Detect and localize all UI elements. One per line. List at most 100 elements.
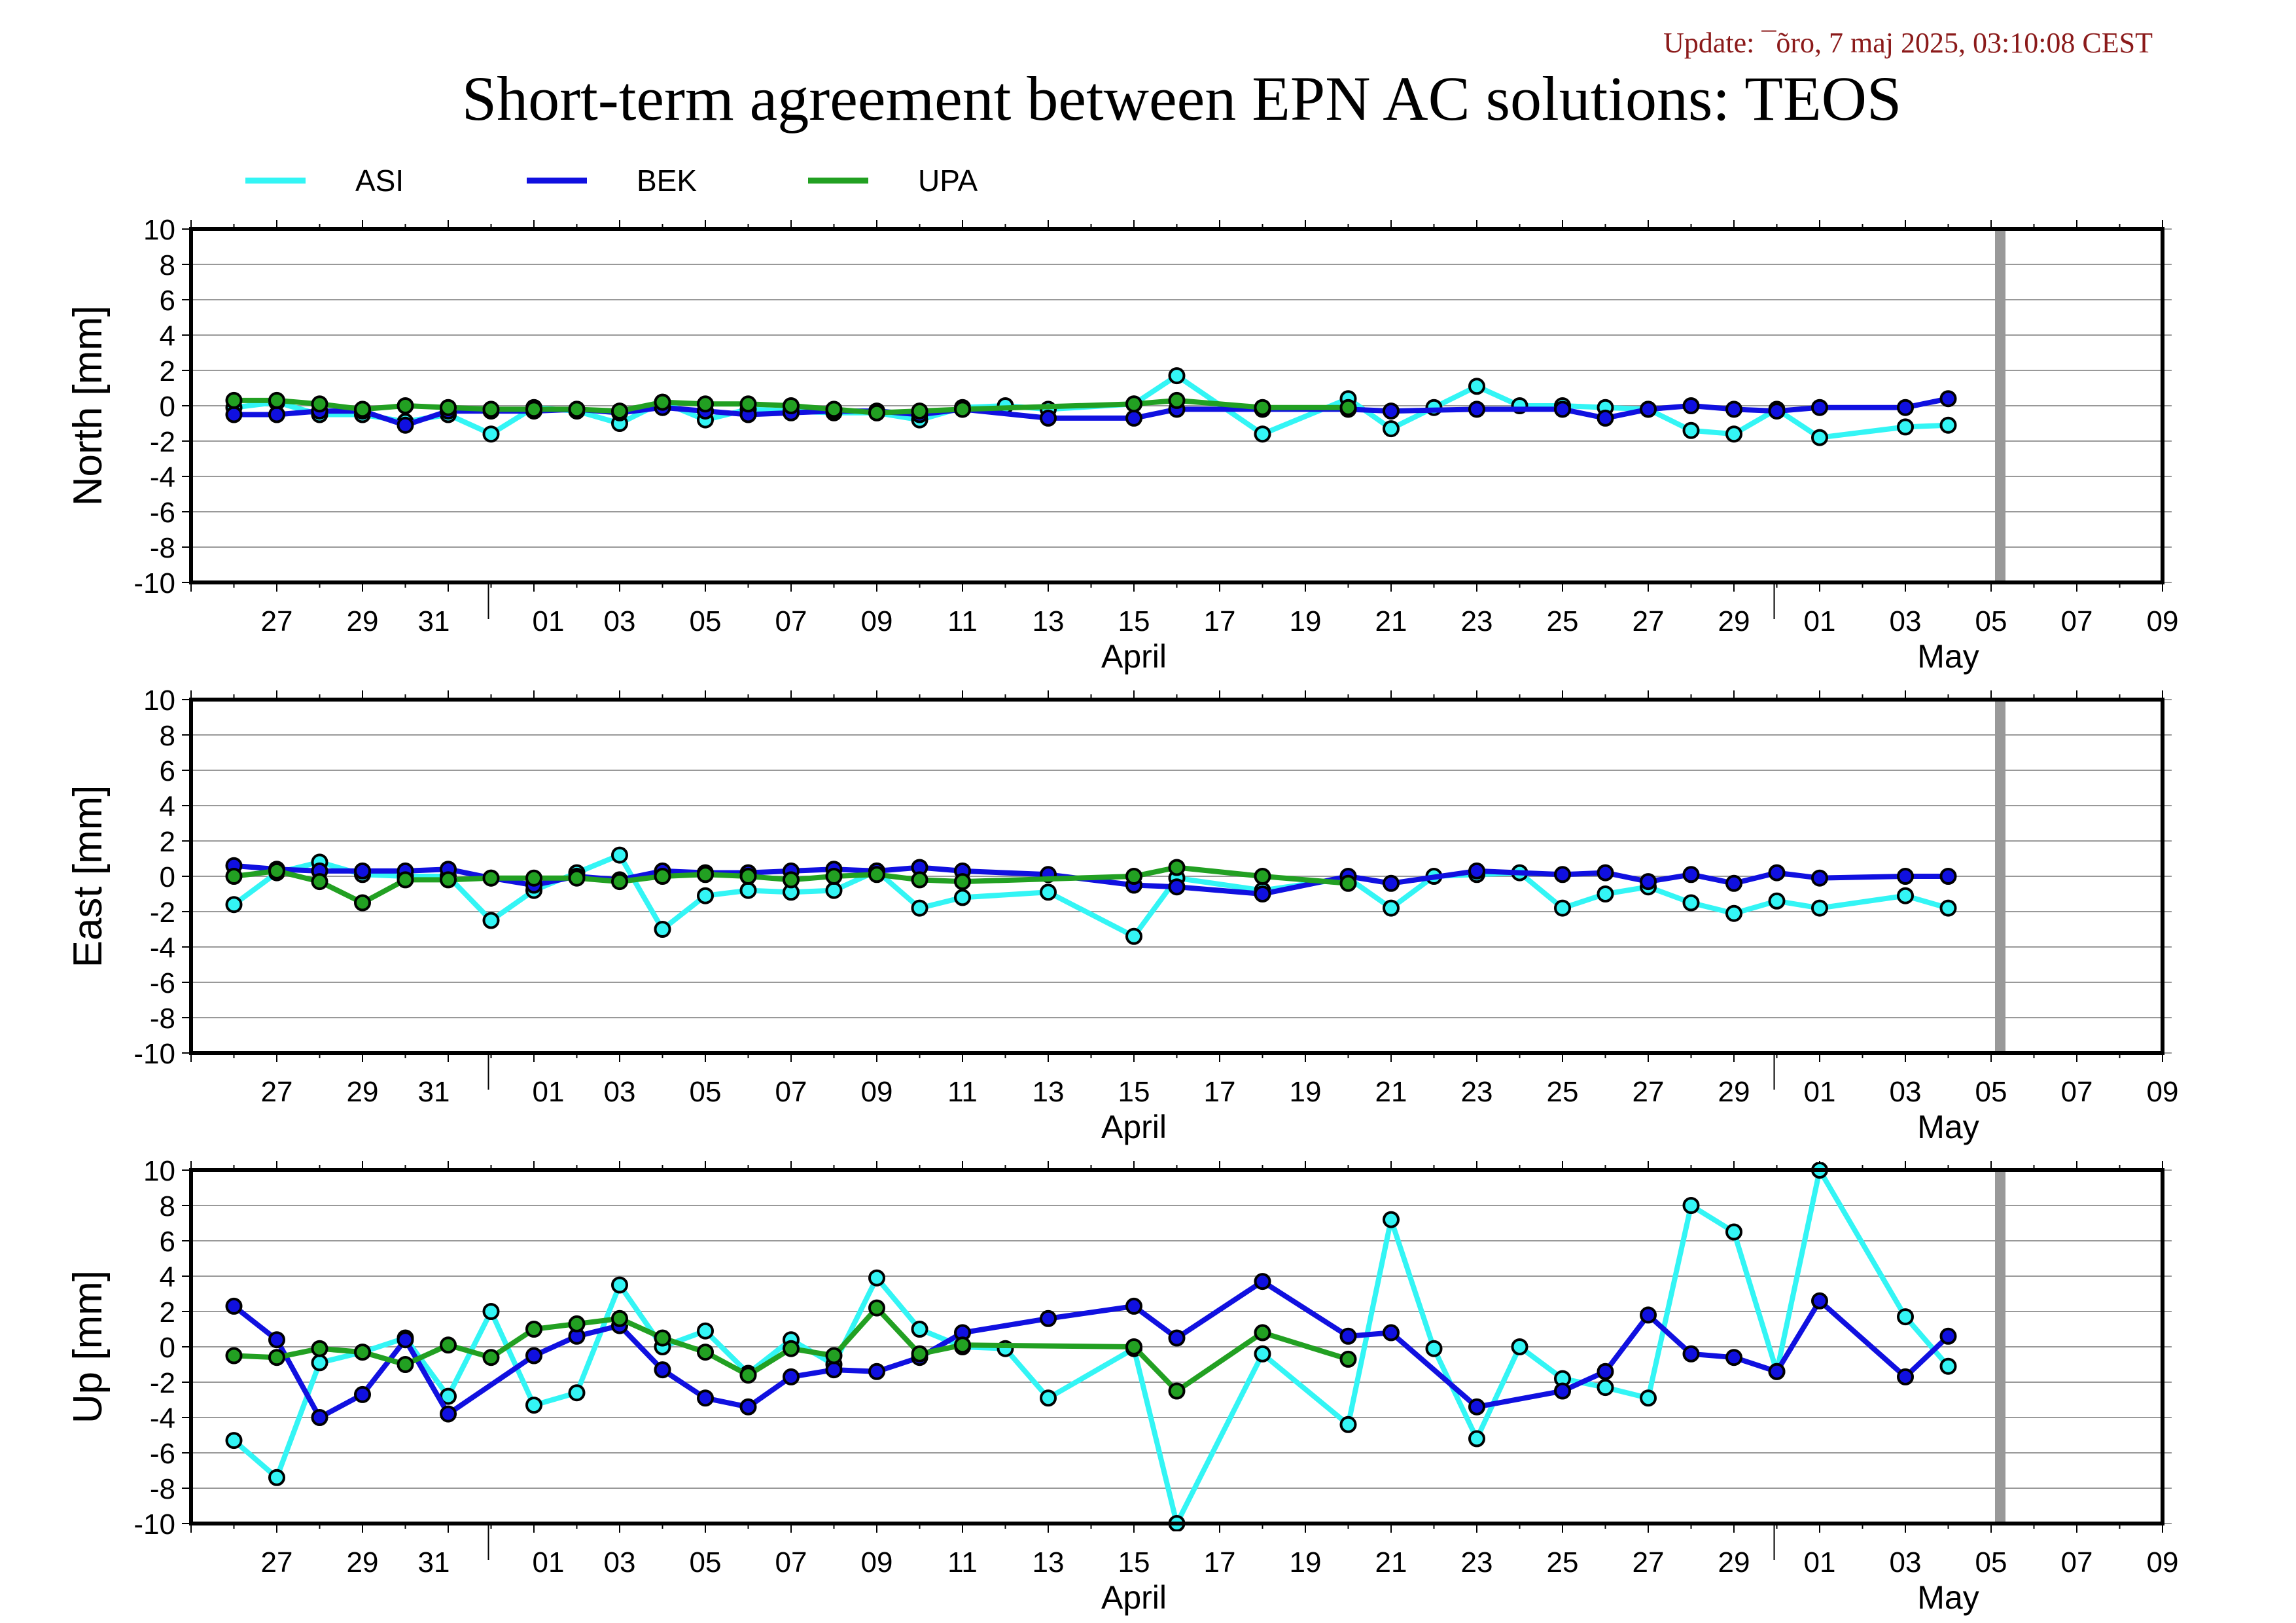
x-tick-label: 03 xyxy=(604,605,636,637)
data-point-bek xyxy=(1383,1324,1400,1342)
data-point-asi xyxy=(525,1397,542,1414)
y-tick-label: 10 xyxy=(143,685,175,717)
data-point-bek xyxy=(1554,1382,1571,1400)
data-point-upa xyxy=(525,401,542,418)
x-tick-label: 25 xyxy=(1547,605,1579,637)
x-tick-label: 19 xyxy=(1290,1546,1322,1578)
data-point-bek xyxy=(225,406,243,423)
data-point-bek xyxy=(1254,885,1271,902)
data-point-bek xyxy=(825,1361,843,1379)
y-tick-label: 0 xyxy=(160,1332,175,1364)
y-tick-label: 4 xyxy=(160,320,175,352)
data-point-asi xyxy=(1725,904,1742,922)
y-tick-label: -8 xyxy=(150,1473,175,1505)
y-tick-label: -2 xyxy=(150,897,175,929)
data-point-bek xyxy=(1897,399,1914,416)
data-point-asi xyxy=(225,1432,243,1450)
x-tick-label: 29 xyxy=(347,1546,379,1578)
y-tick-label: 8 xyxy=(160,249,175,281)
data-point-upa xyxy=(783,397,800,414)
data-point-asi xyxy=(1897,1308,1914,1326)
data-point-upa xyxy=(911,871,928,889)
x-tick-label: 05 xyxy=(1975,1076,2007,1108)
panel-north: 108 642 0-2-4 -6-8-10 27 29 31 01 03 05 07 09 11 13 15… xyxy=(65,214,2178,675)
data-point-upa xyxy=(568,1315,586,1332)
y-tick-label: 10 xyxy=(143,1155,175,1187)
data-point-asi xyxy=(1597,1379,1614,1397)
plot-frame xyxy=(189,698,2164,1055)
x-tick-label: 03 xyxy=(1890,1076,1922,1108)
data-point-upa xyxy=(525,869,542,887)
data-point-upa xyxy=(525,1321,542,1338)
data-point-upa xyxy=(225,868,243,885)
chart-title: Short-term agreement between EPN AC solu… xyxy=(462,63,1902,134)
data-point-upa xyxy=(1168,391,1186,409)
y-tick-label: -2 xyxy=(150,1367,175,1399)
data-point-asi xyxy=(1511,1338,1528,1355)
data-point-bek xyxy=(1811,869,1828,887)
data-point-bek xyxy=(1939,390,1957,408)
month-label: April xyxy=(1101,1109,1167,1145)
data-point-upa xyxy=(311,873,328,891)
data-point-upa xyxy=(911,402,928,420)
x-tick-label: 05 xyxy=(690,605,722,637)
data-point-bek xyxy=(1725,1349,1742,1366)
data-point-asi xyxy=(268,1469,285,1486)
x-tick-label: 19 xyxy=(1290,1076,1322,1108)
data-point-asi xyxy=(868,1269,885,1287)
data-point-upa xyxy=(1339,1350,1357,1368)
x-tick-label: 23 xyxy=(1461,1076,1493,1108)
series-bek xyxy=(225,1273,1957,1426)
data-point-asi xyxy=(611,846,628,864)
data-point-bek xyxy=(354,1385,371,1403)
x-tick-label: 17 xyxy=(1204,605,1236,637)
series-upa xyxy=(225,391,1357,421)
data-point-upa xyxy=(954,401,971,418)
y-tick-label: -6 xyxy=(150,497,175,529)
y-tick-label: 10 xyxy=(143,214,175,246)
data-point-upa xyxy=(654,393,671,411)
data-point-asi xyxy=(911,1321,928,1338)
data-point-asi xyxy=(1725,425,1742,443)
data-point-bek xyxy=(1597,409,1614,427)
x-tick-label: 05 xyxy=(1975,605,2007,637)
y-tick-label: 0 xyxy=(160,861,175,893)
data-point-bek xyxy=(783,1368,800,1385)
data-point-bek xyxy=(225,1297,243,1315)
data-point-asi xyxy=(1040,1389,1057,1407)
x-tick-label: 29 xyxy=(347,605,379,637)
x-tick-label: 27 xyxy=(261,1546,293,1578)
x-tick-label: 03 xyxy=(604,1546,636,1578)
data-point-asi xyxy=(954,889,971,906)
y-tick-label: -4 xyxy=(150,1402,175,1435)
data-point-asi xyxy=(1725,1223,1742,1241)
x-tick-label: 19 xyxy=(1290,605,1322,637)
x-tick-label: 01 xyxy=(533,1546,565,1578)
legend-item-bek: BEK xyxy=(527,164,697,198)
data-point-upa xyxy=(482,401,500,418)
data-point-upa xyxy=(1339,399,1357,416)
data-point-bek xyxy=(268,1331,285,1349)
series-upa xyxy=(225,859,1357,912)
x-tick-label: 01 xyxy=(1804,1546,1836,1578)
data-point-bek xyxy=(1811,399,1828,416)
x-tick-label: 21 xyxy=(1375,1546,1407,1578)
data-point-upa xyxy=(482,869,500,887)
y-tick-label: 2 xyxy=(160,355,175,387)
data-point-bek xyxy=(1468,1398,1485,1416)
x-tick-label: 11 xyxy=(947,605,978,637)
x-tick-label: 09 xyxy=(2147,605,2179,637)
x-tick-label: 31 xyxy=(418,1546,450,1578)
y-tick-label: -6 xyxy=(150,967,175,999)
y-tick-label: -2 xyxy=(150,426,175,458)
y-tick-label: -10 xyxy=(133,567,175,599)
data-point-asi xyxy=(911,899,928,917)
legend-label: UPA xyxy=(918,164,978,198)
x-tick-label: 07 xyxy=(2061,605,2093,637)
y-tick-label: -4 xyxy=(150,461,175,493)
data-point-bek xyxy=(1125,1297,1142,1315)
data-point-upa xyxy=(354,1344,371,1361)
x-tick-label: 05 xyxy=(690,1546,722,1578)
